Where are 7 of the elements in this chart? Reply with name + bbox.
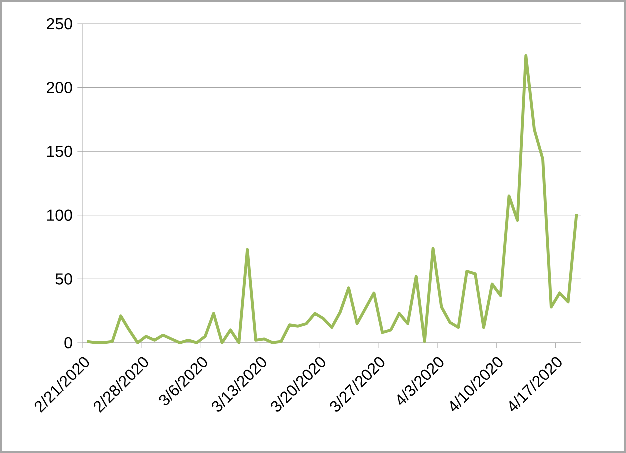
y-tick-label: 100 — [47, 210, 72, 222]
y-tick-label: 0 — [64, 337, 72, 349]
y-tick-label: 150 — [47, 146, 72, 158]
y-tick-label: 250 — [47, 18, 72, 30]
y-tick-label: 50 — [56, 274, 72, 285]
line-series — [86, 54, 578, 344]
y-tick-label: 200 — [47, 82, 72, 94]
